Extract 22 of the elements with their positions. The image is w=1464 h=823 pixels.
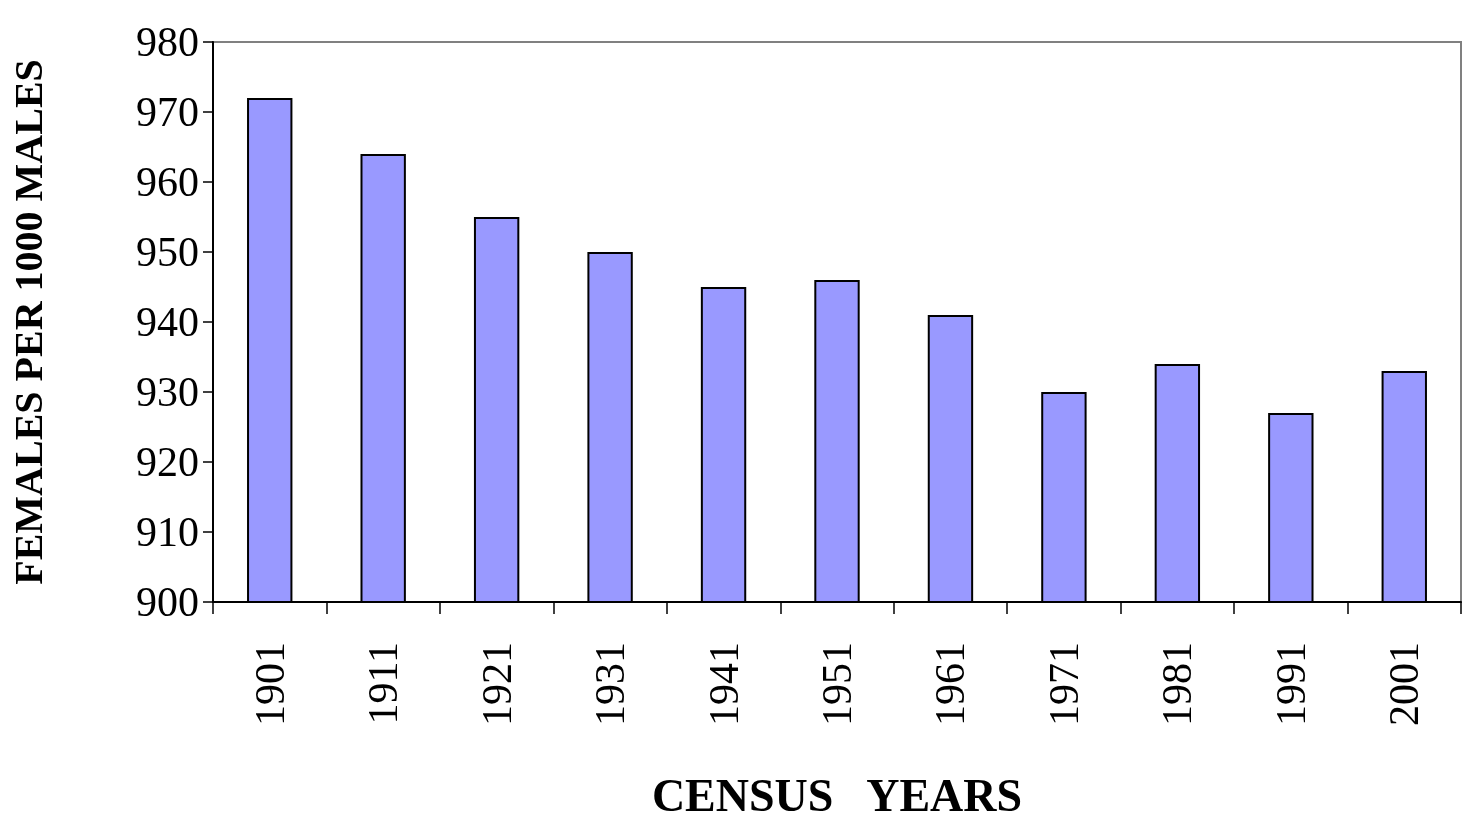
x-tick-label: 1961 bbox=[927, 642, 974, 726]
x-tick-label: 1971 bbox=[1040, 642, 1087, 726]
y-tick-label: 960 bbox=[136, 159, 199, 205]
y-tick-label: 910 bbox=[136, 509, 199, 555]
x-tick-label: 1981 bbox=[1154, 642, 1201, 726]
y-tick-label: 950 bbox=[136, 229, 199, 275]
x-tick-label: 1941 bbox=[700, 642, 747, 726]
x-tick-label: 1951 bbox=[814, 642, 860, 726]
y-tick-label: 920 bbox=[136, 439, 199, 485]
y-tick-label: 930 bbox=[136, 369, 199, 415]
y-tick-label: 970 bbox=[136, 89, 199, 135]
y-tick-label: 980 bbox=[136, 19, 199, 65]
y-tick-label: 900 bbox=[136, 579, 199, 625]
x-tick-label: 1991 bbox=[1267, 642, 1314, 726]
y-axis-title: FEMALES PER 1000 MALES bbox=[5, 59, 51, 585]
x-tick-label: 1911 bbox=[360, 642, 407, 725]
y-tick-label: 940 bbox=[136, 299, 199, 345]
x-tick-label: 1931 bbox=[587, 642, 634, 726]
x-tick-label: 1921 bbox=[473, 642, 520, 726]
x-tick-label: 1901 bbox=[246, 642, 293, 726]
x-axis-title: CENSUS YEARS bbox=[651, 769, 1023, 821]
x-tick-label: 2001 bbox=[1381, 642, 1428, 726]
